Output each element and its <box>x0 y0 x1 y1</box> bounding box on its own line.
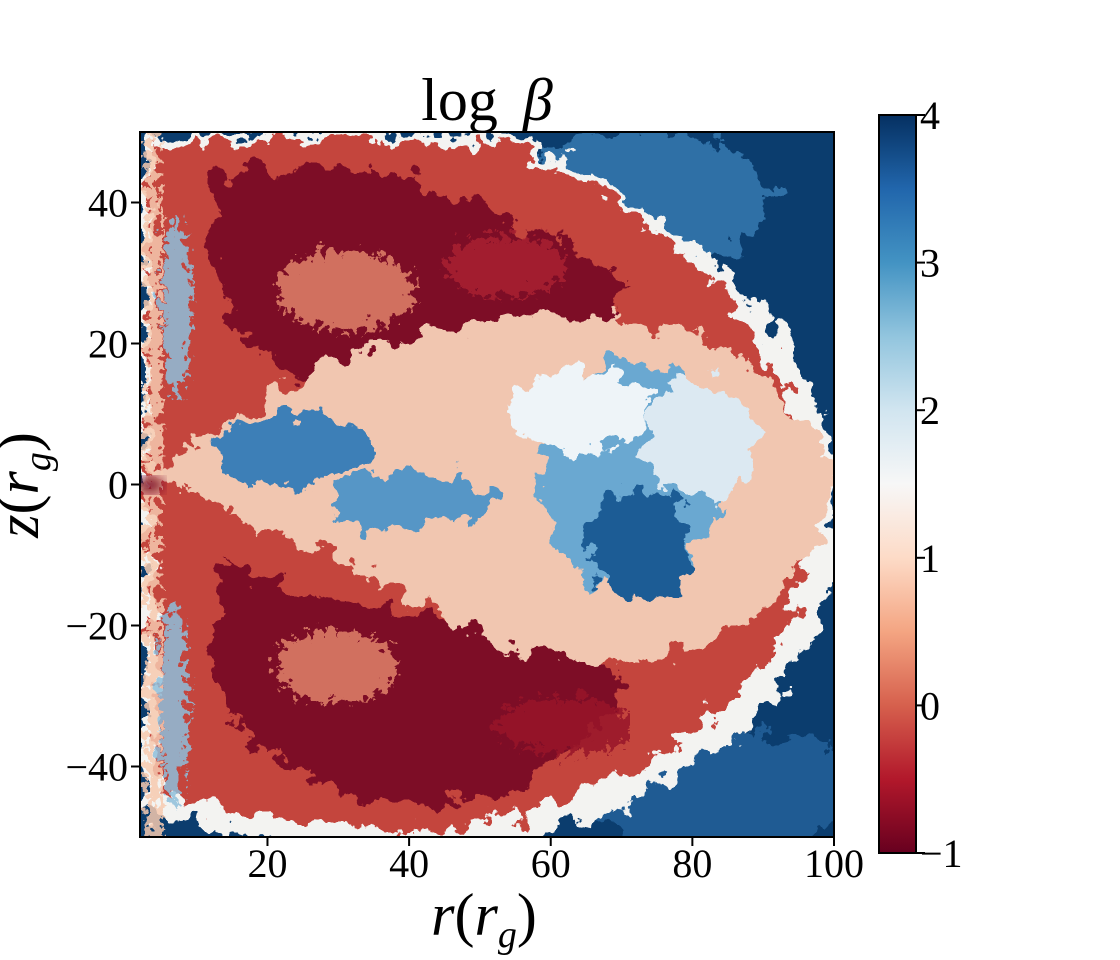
title-beta: β <box>522 67 553 133</box>
colorbar-ticks: 4 3 2 1 0 −1 <box>916 93 963 876</box>
svg-text:log β: log β <box>421 67 553 133</box>
y-axis: 40 20 0 −20 −40 <box>65 181 140 790</box>
turbulent-blue-pocket <box>330 472 490 528</box>
y-axis-title: z(rg) <box>0 432 59 539</box>
colorbar-tick-label: 4 <box>920 93 940 138</box>
colorbar-tick-label: −1 <box>920 831 963 876</box>
xlabel-lparen: ( <box>455 882 475 948</box>
y-tick-label: 20 <box>88 322 128 367</box>
filament <box>270 245 410 325</box>
x-tick-label: 40 <box>389 841 429 886</box>
xlabel-rparen: ) <box>517 882 537 948</box>
y-tick-label: −40 <box>65 745 128 790</box>
colorbar-tick-label: 1 <box>920 536 940 581</box>
heatmap-field <box>140 132 834 837</box>
colorbar <box>878 114 917 854</box>
x-tick-label: 20 <box>247 841 287 886</box>
turbulent-blue-pocket <box>590 490 690 600</box>
colorbar-tick-label: 2 <box>920 388 940 433</box>
x-tick-label: 60 <box>531 841 571 886</box>
ylabel-rparen: ) <box>0 432 51 452</box>
xlabel-sub: g <box>498 914 517 956</box>
y-tick-label: 40 <box>88 181 128 226</box>
xlabel-main: r <box>431 882 455 948</box>
xlabel-var: r <box>475 882 499 948</box>
fine-filaments <box>140 132 630 837</box>
dark-core-lower <box>210 560 630 810</box>
y-tick-label: 0 <box>108 463 128 508</box>
ylabel-sub: g <box>17 452 59 471</box>
chart-title: log β <box>421 67 553 133</box>
filament <box>270 624 390 696</box>
colorbar-tick-label: 3 <box>920 241 940 286</box>
turbulent-white-pocket <box>645 380 755 500</box>
colorbar-tick-label: 0 <box>920 683 940 728</box>
svg-text:r(rg): r(rg) <box>431 882 537 956</box>
ylabel-lparen: ( <box>0 495 51 515</box>
y-tick-label: −20 <box>65 604 128 649</box>
turbulent-blue-pocket <box>210 415 370 485</box>
filament <box>490 692 630 748</box>
svg-text:z(rg): z(rg) <box>0 432 59 539</box>
title-log: log <box>421 67 498 133</box>
ylabel-var: r <box>0 471 51 495</box>
jet-base <box>140 477 164 493</box>
filament <box>154 600 182 800</box>
x-axis: 20 40 60 80 100 <box>247 837 864 886</box>
filament <box>440 230 560 290</box>
x-tick-label: 80 <box>672 841 712 886</box>
ylabel-main: z <box>0 514 51 538</box>
x-tick-label: 100 <box>804 841 864 886</box>
x-axis-title: r(rg) <box>431 882 537 956</box>
turbulent-white-pocket <box>510 370 650 450</box>
filament <box>156 210 184 390</box>
